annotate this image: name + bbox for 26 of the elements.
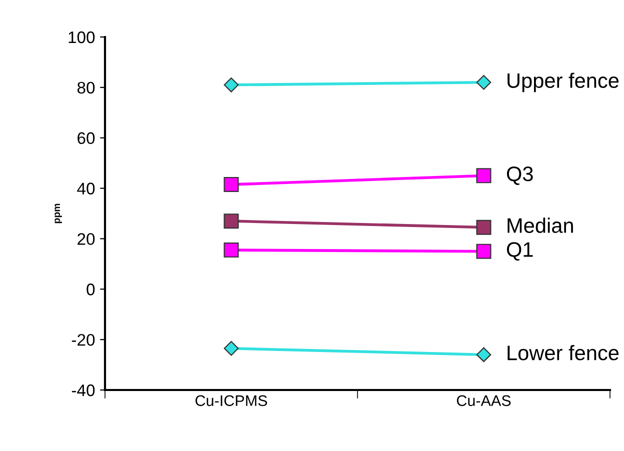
point bbox=[476, 74, 492, 90]
point bbox=[224, 177, 239, 192]
series-label: Q1 bbox=[506, 242, 533, 261]
series-label: Lower fence bbox=[508, 345, 619, 360]
y-tick-label: 40 bbox=[77, 182, 95, 194]
y-tick-label: 80 bbox=[77, 82, 95, 94]
y-axis-title: ppm bbox=[54, 204, 62, 224]
point bbox=[224, 340, 239, 356]
x-tick-label: Cu-ICPMS bbox=[196, 395, 268, 406]
y-tick-label: 0 bbox=[86, 284, 95, 296]
series-label: Q3 bbox=[506, 166, 533, 185]
point bbox=[476, 347, 492, 362]
y-tick-label: -20 bbox=[72, 334, 95, 346]
y-tick-label: 100 bbox=[68, 31, 95, 44]
point bbox=[224, 214, 239, 229]
point bbox=[476, 168, 492, 184]
point bbox=[476, 220, 492, 235]
point bbox=[476, 244, 492, 259]
point bbox=[224, 242, 239, 258]
y-tick-label: 20 bbox=[78, 233, 95, 245]
series-label: Upper fence bbox=[508, 72, 619, 92]
y-tick-label: -40 bbox=[72, 384, 95, 396]
x-tick-label: Cu-AAS bbox=[456, 395, 511, 406]
series-label: Median bbox=[508, 218, 573, 233]
y-tick-label: 60 bbox=[78, 132, 95, 144]
point bbox=[224, 77, 239, 92]
